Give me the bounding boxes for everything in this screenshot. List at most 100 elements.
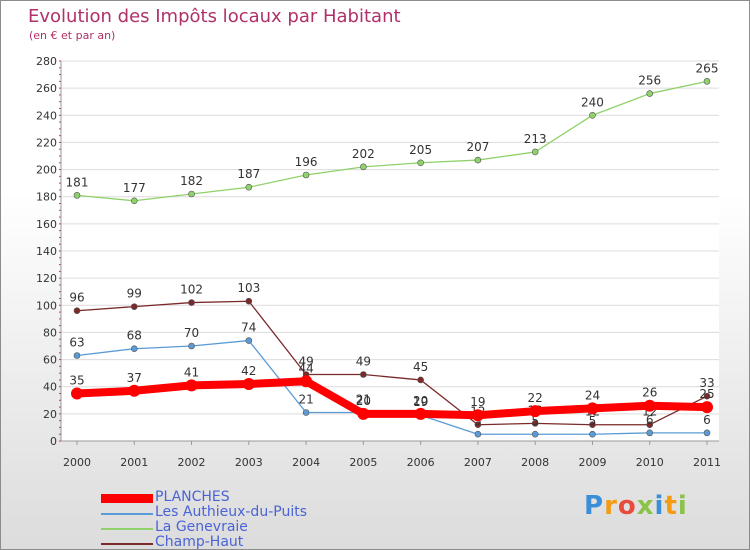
data-point (646, 429, 654, 437)
data-label: 196 (295, 155, 318, 169)
chart-title: Evolution des Impôts locaux par Habitant (28, 6, 401, 27)
data-label: 49 (356, 355, 371, 369)
legend-label: Champ-Haut (155, 534, 244, 550)
data-point (130, 197, 138, 205)
data-label: 49 (298, 355, 313, 369)
data-point (703, 78, 711, 85)
y-tick-label: 20 (43, 408, 57, 421)
data-label: 213 (524, 132, 547, 146)
data-label: 20 (413, 394, 428, 408)
data-point (417, 376, 424, 384)
legend-label: PLANCHES (155, 489, 230, 505)
x-tick-label: 2009 (578, 456, 606, 469)
data-label: 256 (638, 74, 661, 88)
data-label: 68 (127, 329, 142, 343)
y-tick-label: 80 (43, 326, 57, 339)
data-point (188, 190, 195, 198)
data-label: 103 (237, 281, 260, 295)
data-point (474, 430, 482, 438)
data-point (531, 420, 539, 427)
data-point (474, 156, 482, 164)
data-point (128, 384, 141, 397)
y-tick-label: 280 (36, 55, 57, 68)
legend-label: Les Authieux-du-Puits (155, 504, 307, 520)
series-line (76, 300, 708, 426)
data-label: 74 (241, 321, 256, 335)
data-label: 205 (409, 143, 432, 157)
data-point (529, 405, 542, 418)
x-tick-label: 2007 (464, 456, 492, 469)
series-la-genevraie: 181 177 182 187 196 202 205 207 213 240 256 265 (66, 61, 719, 205)
data-point (71, 387, 83, 400)
legend-swatch (101, 494, 153, 503)
x-tick-label: 2000 (63, 456, 91, 469)
y-tick-label: 180 (36, 191, 57, 204)
data-label: 6 (703, 413, 711, 427)
y-tick-label: 220 (36, 136, 57, 149)
x-tick-label: 2006 (407, 456, 435, 469)
x-tick-label: 2002 (178, 456, 206, 469)
data-point (474, 421, 482, 429)
data-point (242, 378, 255, 390)
data-point (471, 409, 484, 422)
y-tick-label: 100 (36, 299, 57, 312)
data-point (360, 163, 367, 171)
data-point (414, 407, 427, 420)
data-label: 42 (241, 364, 256, 378)
data-point (302, 171, 310, 179)
y-tick-label: 260 (36, 82, 57, 95)
data-label: 5 (531, 414, 539, 428)
data-label: 22 (528, 391, 543, 405)
data-point (188, 342, 195, 350)
data-label: 63 (69, 336, 84, 350)
data-point (586, 402, 599, 415)
series-line (76, 80, 708, 202)
data-label: 21 (298, 393, 313, 407)
data-label: 19 (413, 395, 428, 409)
data-point (701, 401, 713, 414)
data-point (188, 299, 195, 306)
data-label: 70 (184, 326, 199, 340)
data-point (73, 192, 81, 199)
y-tick-label: 0 (50, 435, 57, 448)
data-point (531, 148, 539, 156)
data-label: 265 (696, 61, 719, 75)
data-point (245, 297, 253, 305)
data-point (300, 375, 313, 388)
data-point (589, 430, 596, 438)
data-point (703, 429, 711, 437)
data-point (643, 399, 656, 412)
data-label: 187 (237, 167, 260, 181)
data-label: 33 (699, 376, 714, 390)
data-label: 19 (470, 395, 485, 409)
legend-swatch (101, 543, 153, 545)
proxiti-logo: Proxiti (584, 491, 688, 521)
data-label: 182 (180, 174, 203, 188)
logo-letter: i (677, 491, 688, 521)
data-label: 207 (466, 140, 489, 154)
data-label: 25 (699, 387, 714, 401)
series-line (73, 377, 711, 420)
data-point (646, 421, 654, 429)
data-label: 24 (585, 388, 600, 402)
data-label: 181 (66, 175, 89, 189)
data-point (646, 90, 654, 97)
y-tick-label: 120 (36, 272, 57, 285)
data-point (130, 345, 138, 353)
data-label: 102 (180, 283, 203, 297)
y-tick-label: 60 (43, 354, 57, 367)
data-label: 21 (356, 393, 371, 407)
data-point (360, 371, 367, 378)
logo-letter: i (654, 491, 665, 521)
data-label: 96 (69, 291, 84, 305)
logo-letter: r (604, 491, 618, 521)
data-point (73, 352, 81, 359)
data-label: 37 (127, 371, 142, 385)
legend-swatch (101, 513, 153, 515)
x-tick-label: 2001 (120, 456, 148, 469)
data-point (130, 303, 138, 310)
x-tick-label: 2003 (235, 456, 263, 469)
